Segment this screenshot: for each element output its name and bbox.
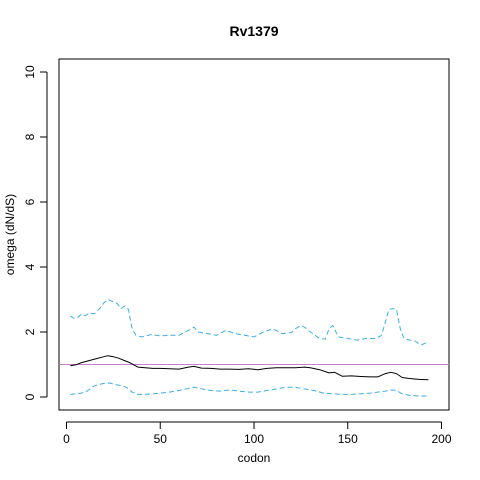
x-tick-label: 100 <box>244 432 264 446</box>
x-tick-label: 50 <box>154 432 168 446</box>
x-axis: 0 50 100 150 200 <box>63 421 452 446</box>
y-tick-label: 8 <box>23 133 37 140</box>
y-axis: 0 2 4 6 8 10 <box>23 65 48 400</box>
y-tick-label: 2 <box>23 328 37 335</box>
y-tick-label: 4 <box>23 263 37 270</box>
x-axis-label: codon <box>238 451 271 465</box>
series-line-estimate <box>70 355 429 381</box>
x-tick-label: 150 <box>338 432 358 446</box>
y-axis-label: omega (dN/dS) <box>3 194 17 275</box>
y-tick-label: 10 <box>23 65 37 79</box>
y-tick-label: 6 <box>23 198 37 205</box>
chart-title: Rv1379 <box>229 23 278 39</box>
series-line-upper-bound <box>70 299 429 346</box>
y-tick-label: 0 <box>23 393 37 400</box>
x-tick-label: 200 <box>431 432 451 446</box>
plot-frame <box>58 58 450 411</box>
x-tick-label: 0 <box>63 432 70 446</box>
